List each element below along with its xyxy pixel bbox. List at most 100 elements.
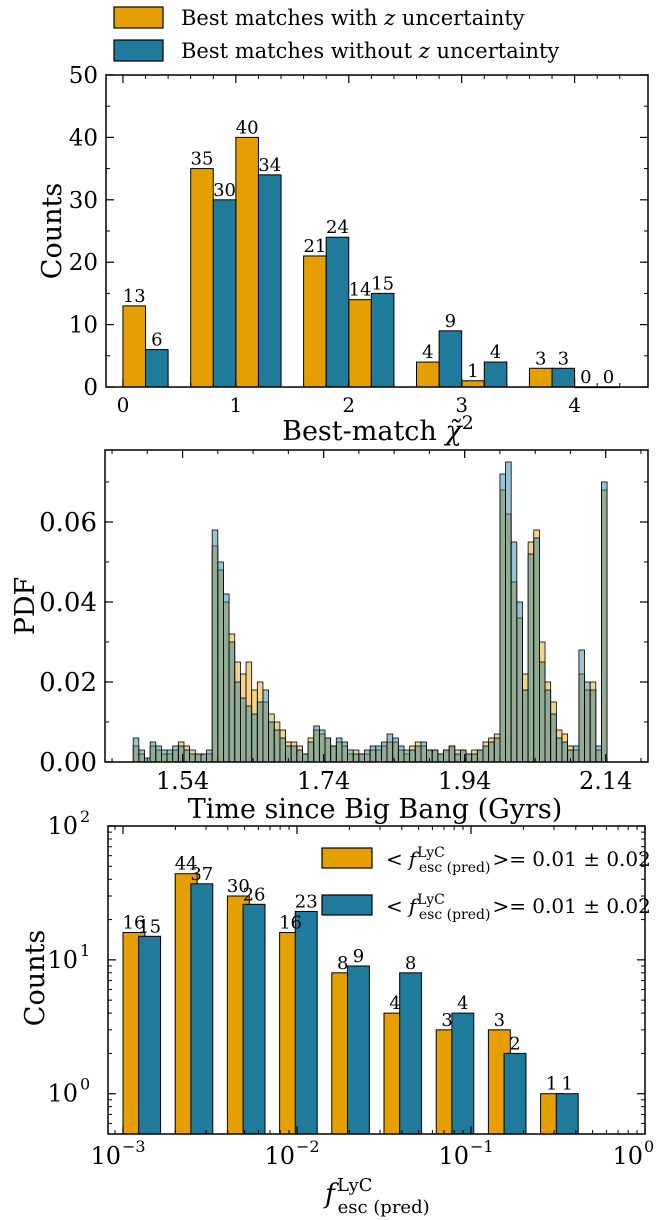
fesc-bar-value-label: 8 — [337, 953, 348, 974]
pdf-bar — [392, 737, 399, 763]
fesc-legend-label-orange: < fLyC esc (pred) >= 0.01 ± 0.02 — [386, 845, 651, 876]
chi2-bar-value-label: 9 — [445, 311, 456, 332]
pdf-bar — [584, 681, 591, 763]
fesc-ytick-exponent: 1 — [80, 941, 90, 960]
pdf-bar — [273, 729, 281, 763]
pdf-bar — [533, 537, 540, 763]
pdf-xtick-label: 1.94 — [438, 767, 491, 795]
fesc-axes-frame — [107, 825, 646, 1135]
pdf-bar — [189, 753, 196, 763]
pdf-bar — [262, 689, 270, 763]
fesc-xtick-exponent: −2 — [296, 1137, 320, 1156]
pdf-xtick-label: 2.14 — [579, 767, 632, 795]
pdf-bar — [572, 745, 580, 763]
pdf-bar — [578, 649, 585, 763]
pdf-bar — [550, 713, 557, 763]
fesc-ytick-label: 10 — [47, 1080, 78, 1108]
pdf-bar — [251, 713, 258, 763]
chi2-bar-value-label: 3 — [558, 348, 569, 369]
chi2-bar-value-label: 0 — [603, 367, 614, 388]
chi2-bar-value-label: 1 — [467, 361, 478, 382]
fesc-bar-value-label: 4 — [457, 993, 468, 1014]
chi2-bar — [145, 349, 169, 388]
fesc-bar — [346, 965, 370, 1135]
chi2-ytick-label: 10 — [69, 313, 98, 339]
chi2-bar — [438, 330, 463, 388]
chi2-bar-value-label: 4 — [490, 342, 501, 363]
fesc-xtick-label: 10 — [612, 1142, 643, 1170]
pdf-bar — [465, 753, 473, 763]
chi2-bar — [190, 168, 214, 388]
pdf-ytick-label: 0.00 — [39, 748, 97, 778]
pdf-bar — [386, 733, 394, 763]
chi2-bar-value-label: 15 — [371, 273, 394, 294]
pdf-bar — [555, 737, 563, 763]
fesc-bar — [190, 883, 214, 1135]
pdf-bar — [443, 749, 450, 763]
pdf-bar — [397, 745, 405, 763]
fesc-bar — [555, 1093, 579, 1135]
legend-swatch-orange — [113, 6, 164, 29]
chi2-bar — [122, 305, 147, 388]
pdf-xtick-label: 1.54 — [156, 767, 209, 795]
top-legend: Best matches with z uncertainty Best mat… — [113, 6, 559, 63]
pdf-bar — [234, 681, 241, 763]
chi2-xtick-label: 2 — [342, 393, 355, 417]
chi2-ytick-label: 30 — [69, 188, 98, 214]
pdf-bar — [375, 745, 382, 763]
chi2-bar — [303, 255, 327, 388]
fesc-bar-value-label: 1 — [561, 1074, 572, 1095]
legend-swatch-blue — [113, 39, 164, 62]
pdf-ytick-label: 0.02 — [39, 668, 97, 698]
pdf-bar — [161, 749, 168, 763]
pdf-bar — [561, 741, 569, 763]
chi2-xtick-label: 3 — [455, 393, 468, 417]
chi2-bar — [528, 367, 553, 388]
fesc-axis-ticks: 10 010 110 210 −3 10 −2 10 −1 10 0 — [47, 807, 654, 1170]
pdf-bar — [358, 753, 365, 763]
pdf-bar — [206, 749, 213, 763]
pdf-bar — [183, 749, 191, 763]
legend-label-without-z: Best matches without z uncertainty — [181, 39, 559, 63]
pdf-bar — [431, 749, 439, 763]
pdf-bar — [245, 705, 253, 763]
chi2-bar-value-label: 3 — [535, 348, 546, 369]
pdf-bar — [409, 749, 416, 763]
fesc-bar-value-label: 37 — [190, 864, 213, 885]
pdf-bar — [166, 749, 174, 763]
chi2-bar — [212, 199, 237, 388]
fesc-xtick-exponent: −1 — [470, 1137, 494, 1156]
fesc-bar-value-label: 3 — [494, 1010, 505, 1031]
pdf-bar — [437, 753, 444, 763]
pdf-bar — [200, 753, 207, 763]
fesc-bar-value-label: 23 — [295, 891, 318, 912]
fesc-bar — [294, 910, 318, 1135]
pdf-axes-frame — [104, 449, 649, 763]
pdf-bar — [335, 737, 343, 763]
chi2-bar-value-label: 6 — [151, 330, 162, 351]
chi2-xtick-label: 4 — [568, 393, 581, 417]
pdf-axis-ticks: 0.00 0.02 0.04 0.06 1.54 1.74 1.94 2.14 — [39, 450, 648, 795]
pdf-bar — [510, 541, 518, 763]
fesc-bar-value-label: 16 — [123, 913, 146, 934]
pdf-bar — [211, 529, 219, 763]
pdf-histogram-panel: 0.00 0.02 0.04 0.06 1.54 1.74 1.94 2.14 PDF Tim… — [10, 449, 649, 825]
pdf-bar — [589, 689, 597, 763]
fesc-bar-value-label: 2 — [509, 1033, 520, 1054]
pdf-bar — [279, 737, 286, 763]
pdf-bar — [369, 745, 377, 763]
fesc-bar-value-label: 3 — [441, 1010, 452, 1031]
chi2-bar-value-label: 40 — [236, 117, 259, 138]
fesc-ytick-label: 10 — [47, 946, 78, 974]
pdf-bar — [595, 745, 602, 763]
pdf-bar — [302, 753, 309, 763]
pdf-ytick-label: 0.04 — [39, 588, 97, 618]
pdf-bar — [347, 749, 354, 763]
fesc-ytick-exponent: 2 — [80, 807, 90, 826]
pdf-bar — [499, 473, 506, 763]
pdf-bar — [132, 737, 140, 763]
